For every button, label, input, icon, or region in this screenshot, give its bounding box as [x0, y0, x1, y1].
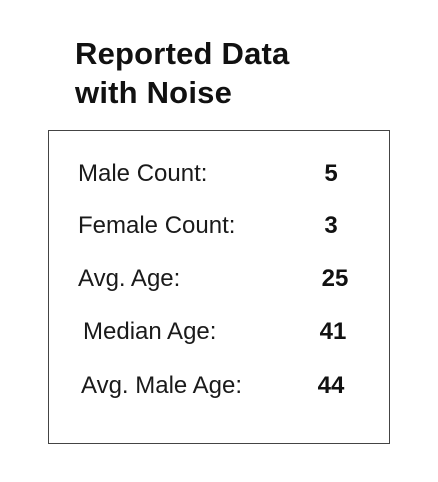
avg-age-label: Avg. Age:: [78, 265, 180, 293]
title-line-2: with Noise: [75, 75, 232, 110]
female-count-label: Female Count:: [78, 212, 235, 240]
median-age-value: 41: [303, 318, 363, 346]
page-title: Reported Data with Noise: [75, 34, 395, 112]
median-age-label: Median Age:: [83, 318, 216, 346]
female-count-value: 3: [301, 212, 361, 240]
stats-panel: Male Count: 5 Female Count: 3 Avg. Age: …: [48, 130, 390, 444]
male-count-label: Male Count:: [78, 160, 207, 188]
avg-male-age-label: Avg. Male Age:: [81, 372, 242, 400]
avg-age-value: 25: [305, 265, 365, 293]
title-line-1: Reported Data: [75, 36, 289, 71]
male-count-value: 5: [301, 160, 361, 188]
avg-male-age-value: 44: [301, 372, 361, 400]
